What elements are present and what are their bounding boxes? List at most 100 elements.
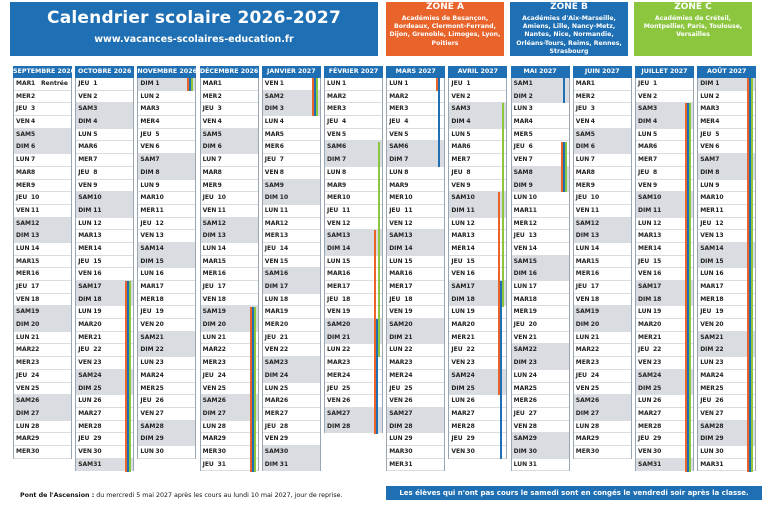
day-row: SAM 30 xyxy=(262,445,320,459)
holiday-bar-zone-a xyxy=(187,78,190,91)
weekday-label: SAM xyxy=(140,156,156,164)
weekday-label: MAR xyxy=(513,295,529,303)
weekday-label: SAM xyxy=(78,283,94,290)
day-row: DIM 1 xyxy=(698,78,756,91)
month-days: LUN 1 MAR 2 MER 3 JEU 4 VEN 5 SAM 6 DIM 7 LUN 8 MAR 9 MER 1… xyxy=(386,78,446,472)
day-number: 19 xyxy=(653,308,662,316)
day-row: SAM 26 xyxy=(200,395,258,408)
weekday-label: VEN xyxy=(513,244,528,252)
day-row: DIM 15 xyxy=(138,255,196,269)
holiday-bar-zone-a xyxy=(374,230,376,434)
weekday-label: MER xyxy=(202,447,218,455)
day-row: LUN 7 xyxy=(200,154,258,167)
day-number: 30 xyxy=(31,447,40,455)
weekday-label: JEU xyxy=(264,156,276,164)
day-number: 19 xyxy=(342,308,351,316)
day-row: JEU 3 xyxy=(200,103,258,117)
day-row: MAR 27 xyxy=(636,407,693,421)
day-number: 5 xyxy=(155,130,160,138)
weekday-label: LUN xyxy=(513,371,528,379)
day-number: 21 xyxy=(715,333,724,341)
day-number: 28 xyxy=(590,422,600,430)
weekday-label: MAR xyxy=(16,257,32,265)
day-number: 8 xyxy=(715,168,720,176)
day-number: 5 xyxy=(528,130,533,138)
day-row: JEU 20 xyxy=(511,319,569,332)
day-row: DIM 2 xyxy=(511,90,569,104)
day-row: LUN 30 xyxy=(698,445,756,459)
day-number: 29 xyxy=(217,435,226,443)
day-row: MER 9 xyxy=(200,179,258,193)
weekday-label: MER xyxy=(16,359,31,367)
day-number: 21 xyxy=(590,333,600,341)
day-row: DIM 14 xyxy=(387,242,445,256)
day-number: 13 xyxy=(155,232,164,240)
weekday-label: MAR xyxy=(140,283,156,290)
day-row: JEU 13 xyxy=(511,230,569,243)
weekday-label: SAM xyxy=(264,359,280,367)
holiday-bar-zone-b xyxy=(687,103,689,472)
day-number: 3 xyxy=(404,105,409,113)
day-number: 3 xyxy=(528,105,533,113)
day-number: 18 xyxy=(466,295,475,303)
weekday-label: MER xyxy=(202,270,218,278)
day-row: MER 11 xyxy=(698,204,756,218)
holiday-bar-zone-c xyxy=(191,78,194,91)
day-number: 2 xyxy=(342,92,347,100)
weekday-label: MER xyxy=(264,409,280,417)
day-row: JEU 19 xyxy=(138,306,196,320)
day-row: MER 3 xyxy=(325,103,382,117)
day-row: MAR 9 xyxy=(325,179,382,193)
weekday-label: DIM xyxy=(202,321,216,329)
weekday-label: SAM xyxy=(700,422,716,430)
day-row: VEN 1 xyxy=(262,78,320,91)
weekday-label: SAM xyxy=(451,194,467,202)
day-number: 10 xyxy=(279,194,289,202)
day-number: 22 xyxy=(155,346,164,354)
weekday-label: JEU xyxy=(451,346,463,354)
weekday-label: MAR xyxy=(638,143,654,151)
weekday-label: SAM xyxy=(451,283,467,290)
day-number: 28 xyxy=(279,422,289,430)
month-header: MAI 2027 xyxy=(510,66,570,78)
day-number: 3 xyxy=(31,105,36,113)
website-link[interactable]: www.vacances-scolaires-education.fr xyxy=(94,34,294,45)
weekday-label: LUN xyxy=(327,257,341,265)
day-number: 20 xyxy=(590,321,600,329)
day-row: MER 2 xyxy=(200,90,258,104)
weekday-label: SAM xyxy=(575,130,591,138)
day-number: 12 xyxy=(466,219,475,227)
day-row: DIM 8 xyxy=(138,166,196,180)
day-number: 19 xyxy=(590,308,600,316)
holiday-bar-zone-c xyxy=(315,78,318,117)
weekday-label: MER xyxy=(327,194,342,202)
day-row: MAR 29 xyxy=(200,433,258,446)
day-row: LUN 19 xyxy=(636,306,693,320)
weekday-label: VEN xyxy=(327,308,341,316)
day-row: LUN 21 xyxy=(200,331,258,345)
weekday-label: DIM xyxy=(140,346,154,354)
day-number: 29 xyxy=(404,435,413,443)
day-row: LUN 21 xyxy=(573,331,631,345)
day-number: 26 xyxy=(590,397,600,405)
weekday-label: SAM xyxy=(140,333,156,341)
day-number: 21 xyxy=(466,333,475,341)
weekday-label: DIM xyxy=(202,409,216,417)
day-number: 31 xyxy=(217,460,226,468)
weekday-label: LUN xyxy=(202,422,217,430)
day-number: 26 xyxy=(342,397,351,405)
weekday-label: VEN xyxy=(327,130,341,138)
day-row: LUN 11 xyxy=(262,204,320,218)
month-header: JUILLET 2027 xyxy=(635,66,694,78)
day-row: VEN 11 xyxy=(573,204,631,218)
weekday-label: VEN xyxy=(140,409,155,417)
day-number: 16 xyxy=(653,270,662,278)
day-row: DIM 25 xyxy=(636,382,693,396)
weekday-label: SAM xyxy=(78,194,94,202)
day-number: 17 xyxy=(715,283,724,290)
day-row: DIM 31 xyxy=(262,458,320,472)
day-row: MAR 22 xyxy=(573,344,631,358)
day-number: 12 xyxy=(715,219,724,227)
weekday-label: MAR xyxy=(575,80,592,87)
day-row: SAM 10 xyxy=(636,192,693,205)
